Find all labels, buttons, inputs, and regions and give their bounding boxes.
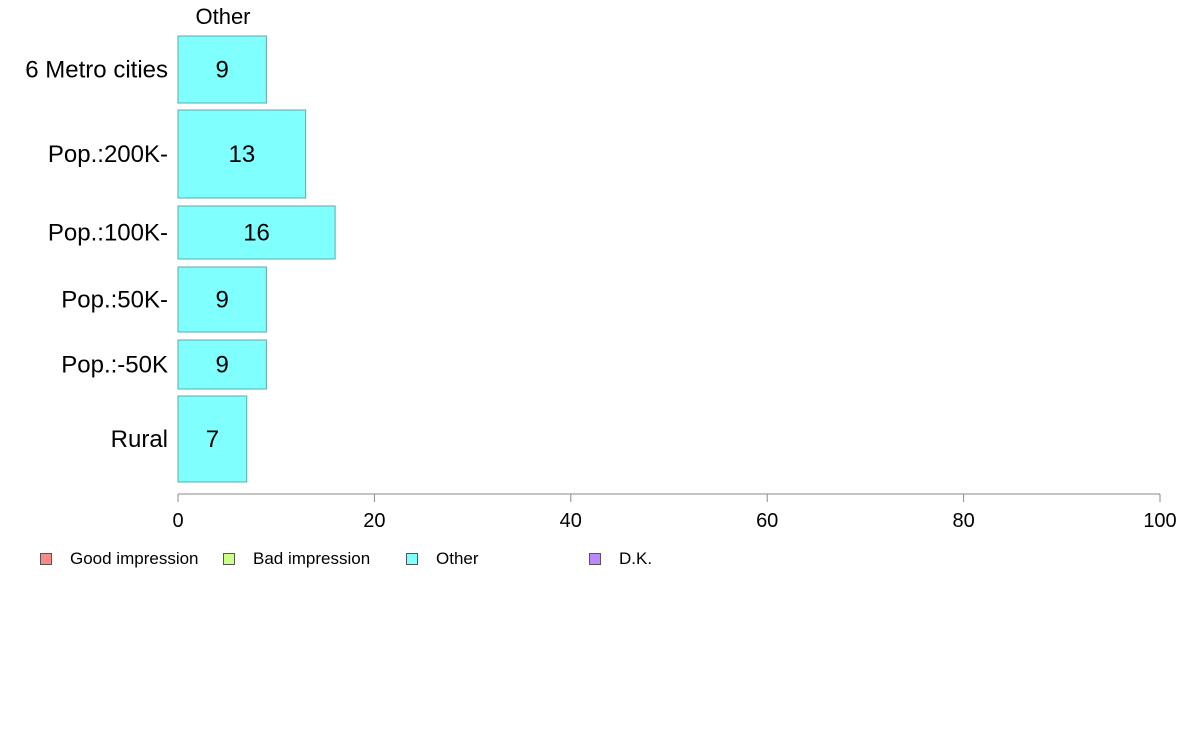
bar-chart: Other 6 Metro cities Pop.:200K- Pop.:100K-… [25,4,1177,532]
legend-label-bad-impression: Bad impression [253,549,371,568]
bar-value-label-6-metro-cities: 9 [216,57,229,84]
panel-title: Other [195,4,250,29]
x-tick-label-80: 80 [952,510,974,532]
legend-label-good-impression: Good impression [70,549,199,568]
x-tick-label-0: 0 [172,510,183,532]
category-label-6-metro-cities: 6 Metro cities [25,57,168,84]
bar-pop-50k [177,339,267,390]
category-label-pop-50k: Pop.:-50K [61,352,168,379]
category-label-pop-100k: Pop.:100K- [48,220,168,247]
bar-value-label-pop-50k: 9 [216,287,229,314]
bar-value-label-rural: 7 [206,426,219,453]
x-axis: 0 20 40 60 80 100 [172,493,1177,532]
bar-rural [177,395,248,483]
legend-item-bad-impression: Bad impression [223,549,370,569]
legend-label-dk: D.K. [619,549,653,568]
bar-pop-100k [177,205,336,260]
bar-value-label-pop-100k: 16 [243,220,270,247]
category-label-pop-200k: Pop.:200K- [48,141,168,168]
bar-6-metro-cities [177,35,267,104]
legend-swatch-dk [589,553,601,565]
category-label-pop-50k: Pop.:50K- [61,287,168,314]
x-tick-label-20: 20 [363,510,385,532]
bar-pop-50k [177,266,267,333]
legend-item-other: Other [406,549,479,569]
bar-value-label-pop-50k: 9 [216,352,229,379]
legend-item-good-impression: Good impression [40,549,199,569]
legend-item-dk: D.K. [589,549,652,569]
x-tick-label-60: 60 [756,510,778,532]
bar-value-label-pop-200k: 13 [228,141,255,168]
legend-swatch-bad-impression [223,553,235,565]
category-label-rural: Rural [111,426,168,453]
bar-pop-200k [177,109,307,199]
legend-swatch-other [406,553,418,565]
legend-swatch-good-impression [40,553,52,565]
legend-label-other: Other [436,549,479,568]
bars [177,35,336,483]
category-labels: 6 Metro cities Pop.:200K- Pop.:100K- Pop.:5… [25,57,168,454]
x-tick-label-40: 40 [560,510,582,532]
bar-value-labels: 9 13 16 9 9 7 [206,57,270,454]
legend: Good impression Bad impression Other D.K… [40,549,740,569]
x-tick-label-100: 100 [1143,510,1176,532]
